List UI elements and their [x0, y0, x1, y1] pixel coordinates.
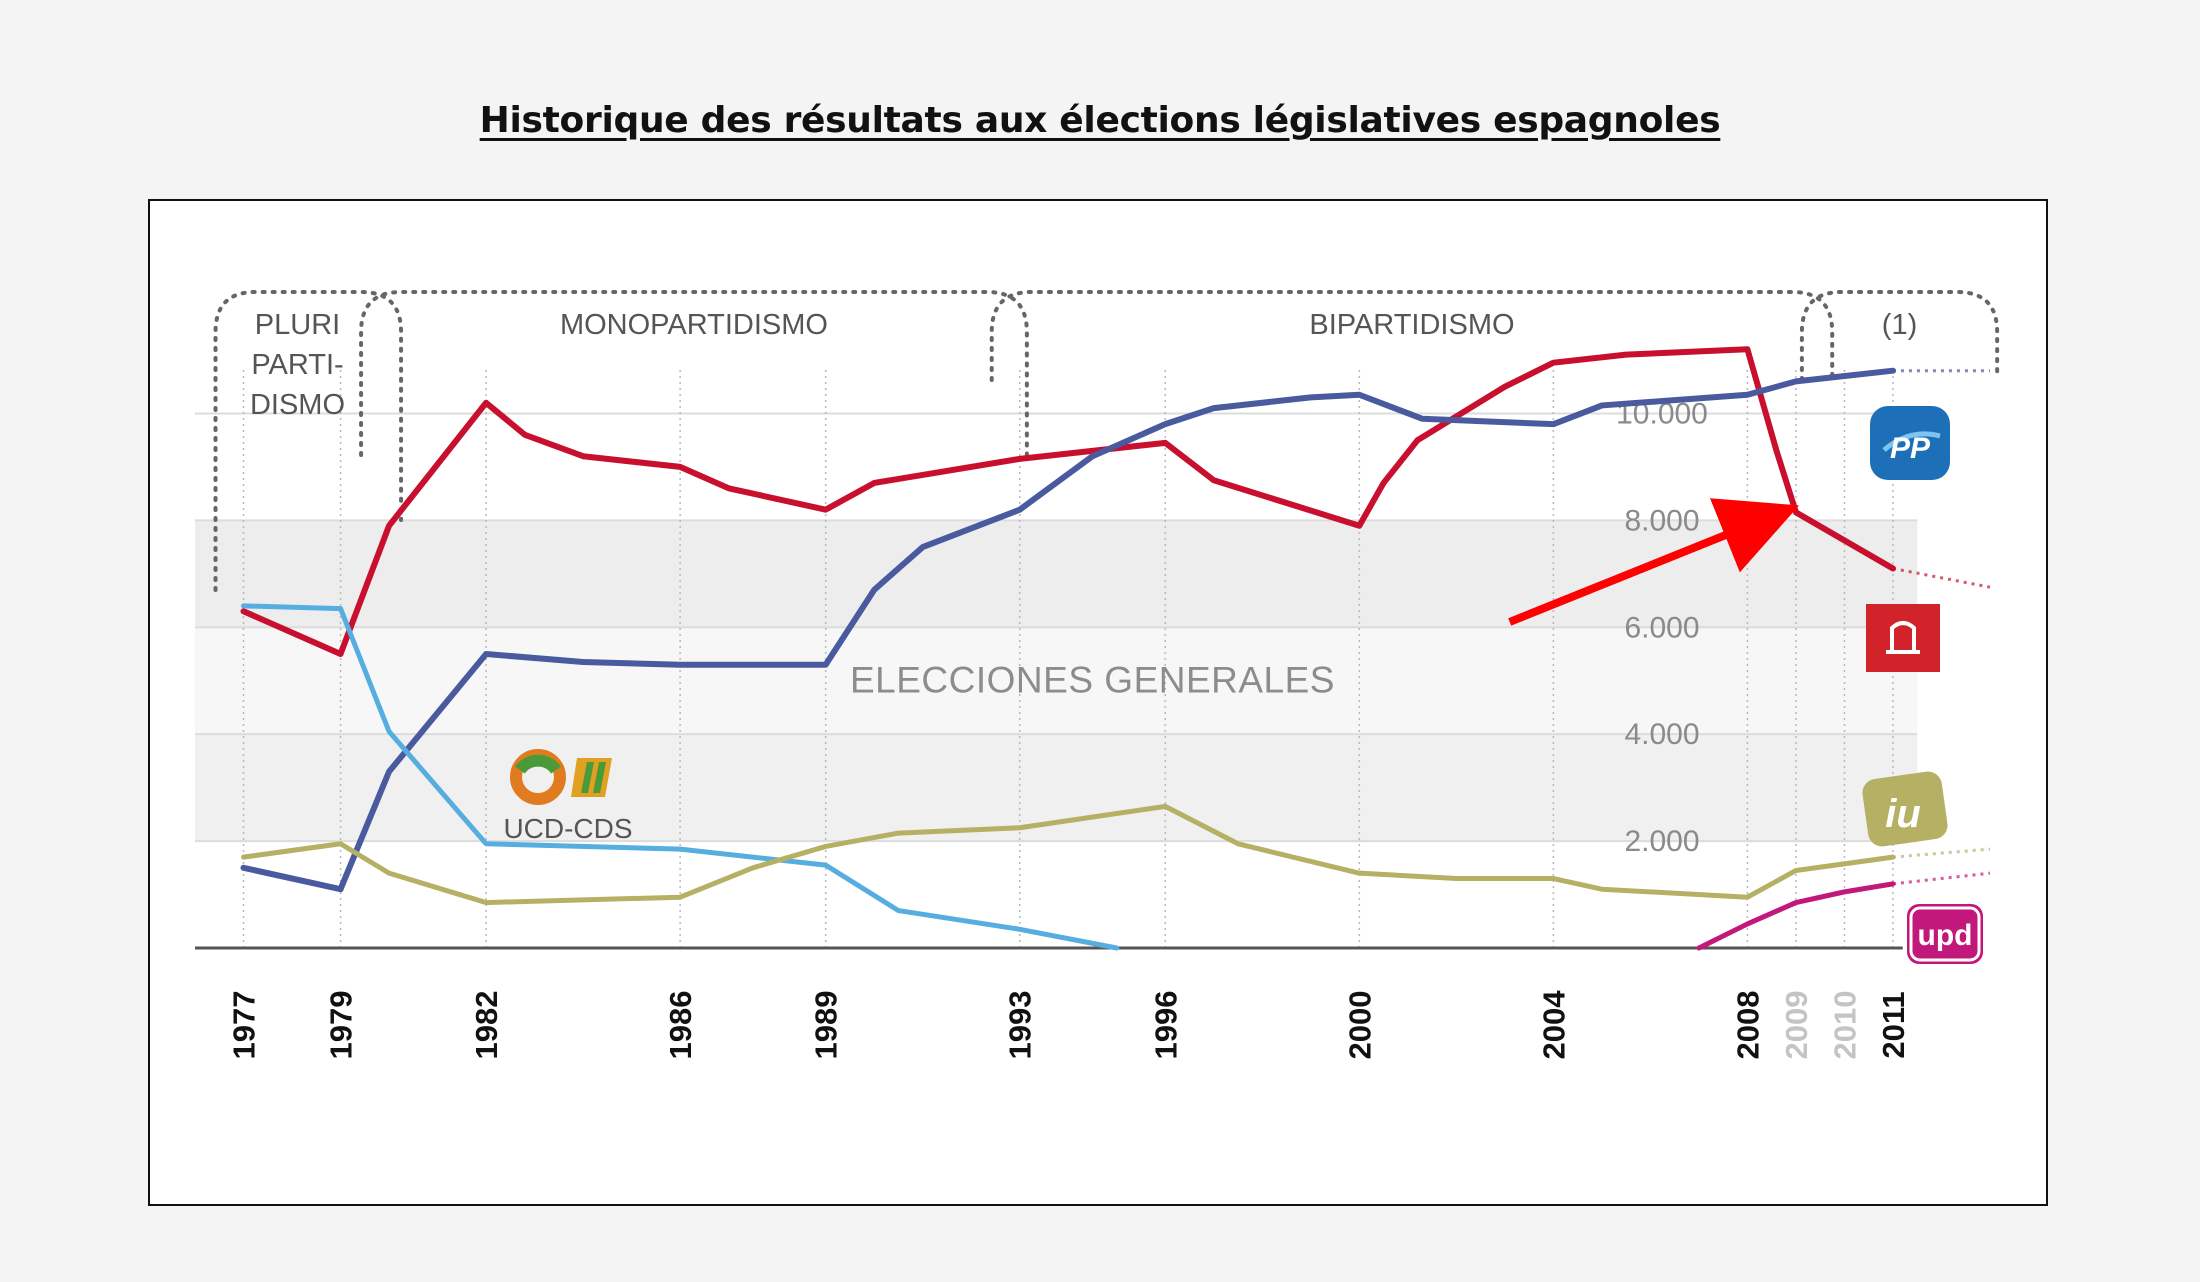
- x-tick-label: 1986: [663, 991, 698, 1060]
- upyd-logo: upd: [1907, 904, 1983, 964]
- series-line-iu: [241, 803, 1896, 906]
- band-4000-6000: [195, 627, 1918, 735]
- x-tick-label: 2009: [1779, 991, 1814, 1060]
- period-label: MONOPARTIDISMO: [560, 309, 828, 341]
- series-line-upyd: [1696, 881, 1896, 951]
- pp-logo: PP: [1870, 406, 1950, 480]
- pp-logo-background: [1870, 406, 1950, 480]
- x-tick-label: 1977: [227, 991, 262, 1060]
- period-label: PLURI: [255, 309, 340, 341]
- pp-logo-text: PP: [1890, 432, 1931, 465]
- period-label: (1): [1882, 309, 1917, 341]
- y-tick-label: 6.000: [1624, 611, 1699, 644]
- iu-logo-text: iu: [1885, 792, 1921, 836]
- y-tick-label: 8.000: [1624, 504, 1699, 537]
- period-bracket: [359, 290, 1029, 457]
- x-tick-label: 2004: [1536, 990, 1571, 1060]
- x-tick-labels: 1977 1979 1982 1986 1989 1993 1996 2000 2004 2008…: [227, 990, 1911, 1060]
- period-label: PARTI-: [251, 349, 343, 381]
- ucd-ring-green-icon: [515, 754, 561, 774]
- period-bracket: [1799, 290, 2000, 382]
- x-tick-label: 1979: [324, 991, 359, 1060]
- period-label: DISMO: [250, 389, 345, 421]
- y-tick-label: 4.000: [1624, 718, 1699, 751]
- psoe-logo-background: [1866, 604, 1940, 672]
- x-tick-label: 1993: [1003, 991, 1038, 1060]
- annotation-arrow: [1508, 498, 1800, 626]
- series-projection-upyd: [1892, 871, 1991, 886]
- series-projection-iu: [1892, 847, 1991, 859]
- period-label: BIPARTIDISMO: [1309, 309, 1514, 341]
- x-tick-label: 2008: [1730, 991, 1765, 1060]
- x-tick-label: 1982: [469, 991, 504, 1060]
- iu-logo-background: [1862, 771, 1948, 847]
- annotation-arrow-group: [1508, 498, 1800, 626]
- psoe-fist-rose-icon: [1886, 621, 1920, 654]
- page-title: Historique des résultats aux élections l…: [479, 100, 1721, 141]
- upyd-logo-text: upd: [1918, 919, 1973, 952]
- period-bracket: [989, 290, 1835, 382]
- center-label-group: ELECCIONES GENERALES: [850, 660, 1335, 701]
- upyd-logo-background: [1907, 904, 1983, 964]
- x-tick-label: 1996: [1148, 991, 1183, 1060]
- party-logos: PP iu upd UCD-CDS: [503, 406, 1983, 964]
- series-line-ucd-cds: [241, 603, 1120, 951]
- series-lines: [240, 346, 1991, 951]
- series-line-psoe: [240, 346, 1896, 657]
- series-line-pp: [240, 367, 1896, 893]
- x-tick-label: 2010: [1827, 991, 1862, 1060]
- psoe-logo: [1866, 604, 1940, 672]
- pp-bird-icon: [1882, 431, 1941, 452]
- upyd-logo-border: [1909, 906, 1981, 962]
- iu-logo: iu: [1862, 771, 1948, 847]
- period-brackets: PLURI PARTI- DISMO MONOPARTIDISMO BIPARTIDIS…: [213, 290, 2000, 592]
- ucd-cds-logo-text: UCD-CDS: [503, 813, 632, 844]
- series-projection-psoe: [1892, 566, 1991, 589]
- x-tick-label: 2011: [1876, 991, 1911, 1058]
- center-label: ELECCIONES GENERALES: [850, 660, 1335, 701]
- x-tick-label: 1989: [809, 991, 844, 1060]
- ucd-cds-logo: UCD-CDS: [503, 749, 633, 844]
- y-tick-label: 2.000: [1624, 825, 1699, 858]
- cds-stripes-icon: [581, 762, 606, 793]
- x-tick-label: 2000: [1342, 991, 1377, 1060]
